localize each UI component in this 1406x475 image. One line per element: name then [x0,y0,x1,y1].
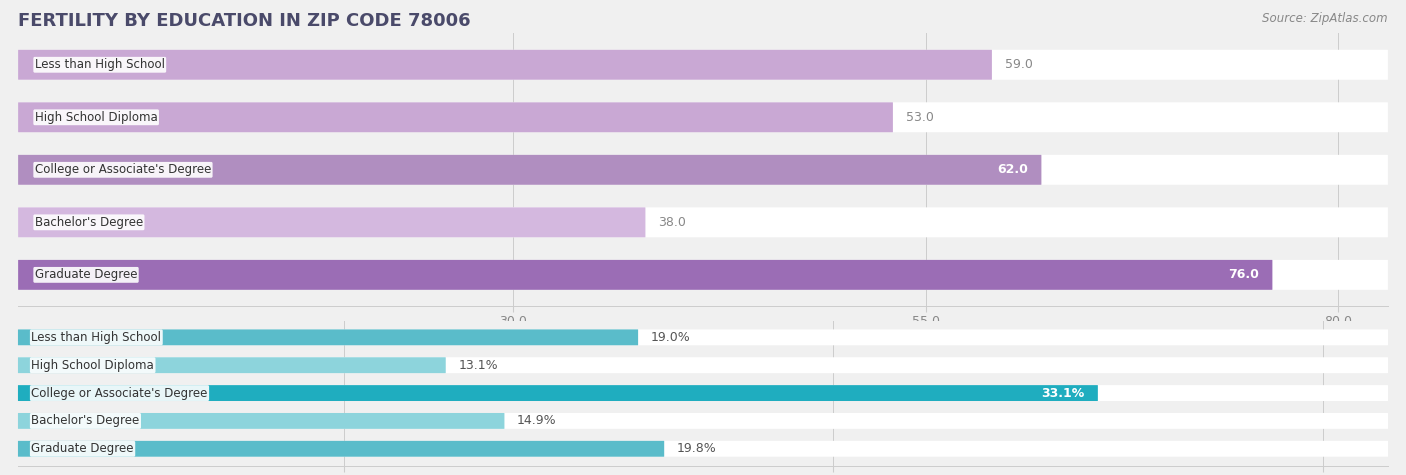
Text: College or Associate's Degree: College or Associate's Degree [35,163,211,176]
Text: Graduate Degree: Graduate Degree [31,442,134,455]
Text: 14.9%: 14.9% [517,414,557,428]
Text: Graduate Degree: Graduate Degree [35,268,138,281]
Text: High School Diploma: High School Diploma [31,359,155,372]
FancyBboxPatch shape [18,329,638,345]
FancyBboxPatch shape [18,413,1388,429]
Text: 62.0: 62.0 [997,163,1028,176]
FancyBboxPatch shape [18,441,1388,457]
FancyBboxPatch shape [18,357,446,373]
FancyBboxPatch shape [18,413,505,429]
FancyBboxPatch shape [18,357,1388,373]
Text: 59.0: 59.0 [1005,58,1033,71]
FancyBboxPatch shape [18,208,645,238]
FancyBboxPatch shape [18,385,1098,401]
FancyBboxPatch shape [18,102,893,132]
FancyBboxPatch shape [18,385,1388,401]
FancyBboxPatch shape [18,155,1388,185]
FancyBboxPatch shape [18,102,1388,132]
Text: 13.1%: 13.1% [458,359,498,372]
Text: Bachelor's Degree: Bachelor's Degree [35,216,143,229]
FancyBboxPatch shape [18,260,1272,290]
Text: 76.0: 76.0 [1229,268,1258,281]
Text: Less than High School: Less than High School [35,58,165,71]
FancyBboxPatch shape [18,441,664,457]
Text: College or Associate's Degree: College or Associate's Degree [31,387,208,399]
Text: 53.0: 53.0 [905,111,934,124]
Text: FERTILITY BY EDUCATION IN ZIP CODE 78006: FERTILITY BY EDUCATION IN ZIP CODE 78006 [18,12,471,30]
Text: Bachelor's Degree: Bachelor's Degree [31,414,139,428]
Text: 38.0: 38.0 [658,216,686,229]
Text: 19.0%: 19.0% [651,331,690,344]
FancyBboxPatch shape [18,50,1388,80]
Text: 33.1%: 33.1% [1042,387,1084,399]
FancyBboxPatch shape [18,50,991,80]
FancyBboxPatch shape [18,208,1388,238]
FancyBboxPatch shape [18,260,1388,290]
Text: Less than High School: Less than High School [31,331,162,344]
Text: Source: ZipAtlas.com: Source: ZipAtlas.com [1263,12,1388,25]
FancyBboxPatch shape [18,155,1042,185]
FancyBboxPatch shape [18,329,1388,345]
Text: High School Diploma: High School Diploma [35,111,157,124]
Text: 19.8%: 19.8% [676,442,717,455]
